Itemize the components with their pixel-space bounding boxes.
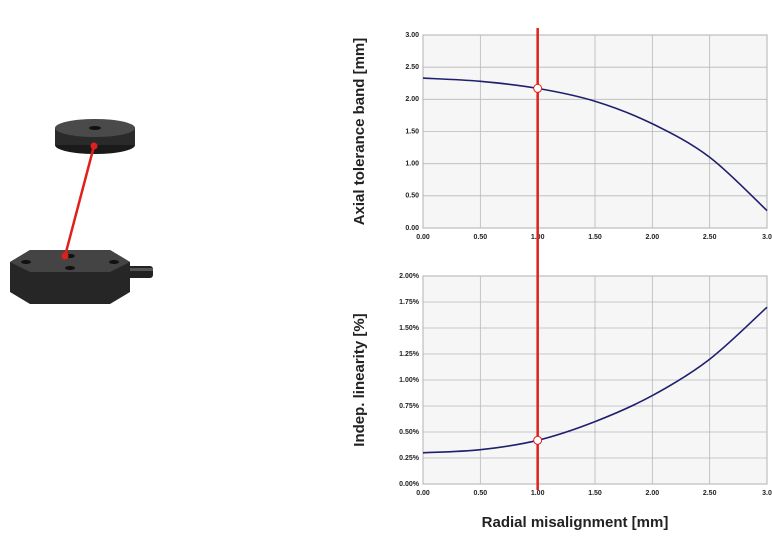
x-tick-label: 3.0 [762,234,772,241]
y-tick-label: 1.50% [399,325,420,332]
y-tick-label: 0.00 [405,225,419,232]
y-tick-label: 0.00% [399,481,420,488]
cursor-marker [533,83,543,93]
x-tick-label: 3.0 [762,490,772,497]
data-line [422,306,768,454]
x-tick-label: 2.00 [646,234,660,241]
y-tick-label: 0.50 [405,193,419,200]
cursor-marker [533,435,543,445]
x-tick-label: 2.50 [703,234,717,241]
x-tick-label: 0.00 [416,234,430,241]
x-axis-title: Radial misalignment [mm] [482,514,669,531]
x-tick-label: 0.00 [416,490,430,497]
x-tick-label: 0.50 [474,234,488,241]
y-axis-title: Axial tolerance band [mm] [351,38,368,226]
x-tick-label: 1.50 [588,490,602,497]
y-axis-title: Indep. linearity [%] [351,313,368,446]
y-tick-label: 1.00 [405,161,419,168]
y-tick-label: 1.75% [399,299,420,306]
y-tick-label: 3.00 [405,32,419,39]
y-tick-label: 0.50% [399,429,420,436]
data-line [422,77,768,212]
y-tick-label: 2.00% [399,273,420,280]
x-tick-label: 1.00 [531,490,545,497]
y-tick-label: 1.00% [399,377,420,384]
y-tick-label: 0.75% [399,403,420,410]
y-tick-label: 0.25% [399,455,420,462]
x-tick-label: 1.50 [588,234,602,241]
y-tick-label: 2.50 [405,64,419,71]
x-tick-label: 2.50 [703,490,717,497]
y-tick-label: 2.00 [405,96,419,103]
x-tick-label: 0.50 [474,490,488,497]
sensor-illustration [10,119,153,304]
y-tick-label: 1.50 [405,128,419,135]
y-tick-label: 1.25% [399,351,420,358]
x-tick-label: 2.00 [646,490,660,497]
